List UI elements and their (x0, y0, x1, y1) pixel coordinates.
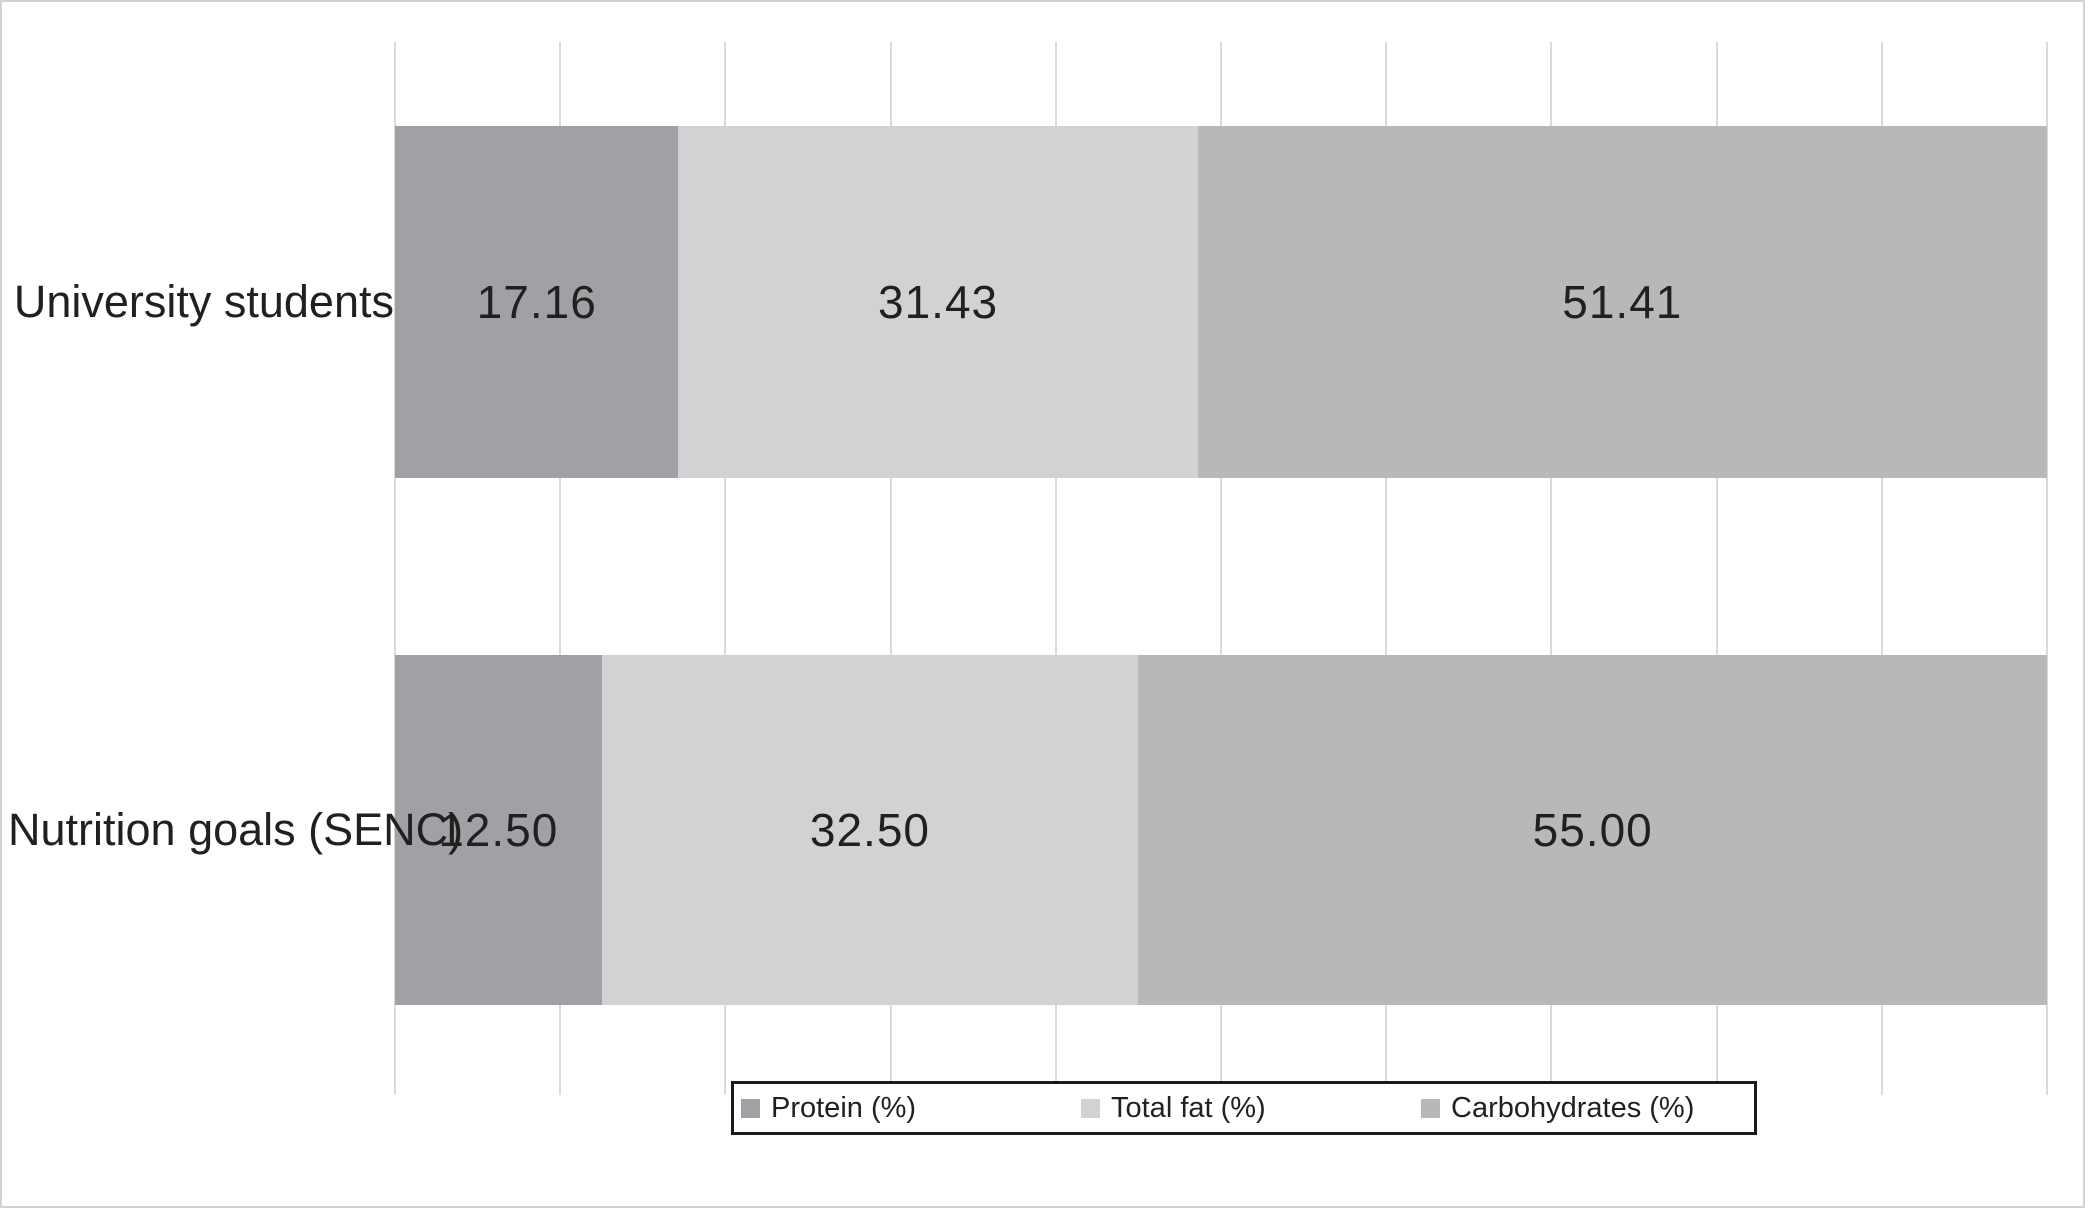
gridline (394, 42, 396, 1095)
legend-label-carbohydrates: Carbohydrates (%) (1451, 1091, 1695, 1124)
gridline (1550, 42, 1553, 1095)
bar-nutrition-goals-senc: 12.50 32.50 55.00 (395, 655, 2047, 1005)
value-label: 51.41 (1562, 276, 1683, 328)
legend-marker-protein (741, 1098, 760, 1118)
gridline (724, 42, 727, 1095)
bar-segment-protein: 17.16 (395, 126, 679, 478)
value-label: 17.16 (476, 276, 597, 328)
category-label-university-students: University students (13, 276, 394, 327)
gridline (1715, 42, 1718, 1095)
bar-segment-total-fat: 32.50 (601, 655, 1139, 1005)
gridline (559, 42, 562, 1095)
gridline (1054, 42, 1057, 1095)
value-label: 55.00 (1532, 804, 1653, 856)
value-label: 12.50 (438, 804, 559, 856)
bar-segment-total-fat: 31.43 (678, 126, 1198, 478)
value-label: 31.43 (878, 276, 999, 328)
bar-segment-carbohydrates: 51.41 (1197, 126, 2047, 478)
plot-area: 17.16 31.43 51.41 12.50 32.50 55.00 (394, 42, 2048, 1095)
gridline (2046, 42, 2048, 1095)
legend-item-carbohydrates: Carbohydrates (%) (1414, 1084, 1754, 1132)
bar-segment-protein: 12.50 (395, 655, 602, 1005)
category-label-nutrition-goals-senc: Nutrition goals (SENC) (8, 804, 464, 855)
legend-marker-total-fat (1081, 1098, 1100, 1118)
legend: Protein (%) Total fat (%) Carbohydrates … (731, 1081, 1757, 1135)
gridline (1880, 42, 1883, 1095)
legend-marker-carbohydrates (1421, 1098, 1440, 1118)
legend-label-protein: Protein (%) (771, 1091, 917, 1124)
legend-item-protein: Protein (%) (734, 1084, 1074, 1132)
legend-label-total-fat: Total fat (%) (1111, 1091, 1266, 1124)
bar-segment-carbohydrates: 55.00 (1138, 655, 2047, 1005)
legend-item-total-fat: Total fat (%) (1074, 1084, 1414, 1132)
value-label: 32.50 (809, 804, 930, 856)
gridline (1220, 42, 1222, 1095)
gridline (1385, 42, 1388, 1095)
bar-university-students: 17.16 31.43 51.41 (395, 126, 2047, 478)
gridline (889, 42, 892, 1095)
